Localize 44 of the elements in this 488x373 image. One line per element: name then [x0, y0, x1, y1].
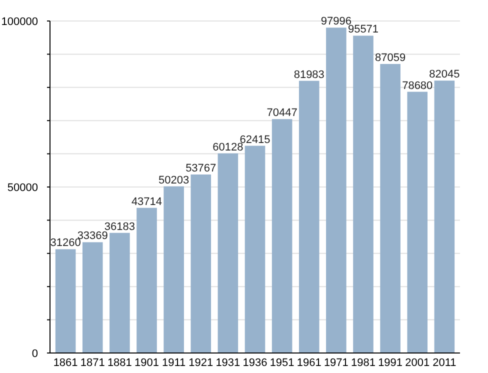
data-label: 53767	[186, 162, 216, 174]
x-tick-label: 1971	[324, 357, 348, 369]
x-tick-label: 1981	[351, 357, 376, 369]
data-label: 82045	[429, 68, 460, 81]
x-tick-label: 1881	[107, 357, 132, 369]
data-label: 50203	[158, 174, 190, 186]
bar	[244, 146, 266, 353]
x-tick-label: 1936	[242, 357, 268, 369]
x-tick-label: 1961	[296, 357, 322, 369]
bar	[164, 186, 184, 353]
x-tick-label: 1951	[270, 357, 294, 369]
x-tick-label: 2001	[405, 357, 430, 369]
bar	[218, 153, 238, 353]
data-label: 95571	[348, 24, 379, 36]
x-tick-label: 1921	[188, 357, 214, 369]
bar	[326, 28, 346, 353]
data-label: 78680	[402, 80, 433, 92]
bar	[272, 119, 292, 353]
x-tick-label: 1871	[80, 357, 105, 369]
bar	[298, 80, 320, 353]
y-tick-label: 0	[32, 348, 38, 360]
x-tick-label: 1991	[378, 357, 403, 369]
data-label: 81983	[294, 68, 324, 81]
x-tick-label: 2011	[432, 357, 456, 369]
bar	[407, 92, 428, 353]
data-label: 60128	[212, 141, 244, 154]
data-label: 43714	[131, 196, 162, 208]
bar	[434, 80, 455, 353]
bar	[110, 232, 130, 353]
bar	[136, 208, 157, 353]
bar	[82, 242, 103, 353]
bar	[190, 174, 212, 353]
x-tick-label: 1901	[134, 357, 159, 369]
data-label: 87059	[375, 52, 406, 64]
data-label: 70447	[266, 107, 298, 120]
x-tick-label: 1931	[216, 357, 240, 369]
x-tick-label: 1911	[162, 357, 186, 369]
bar	[353, 36, 374, 353]
y-tick-label: 100000	[1, 16, 38, 28]
bar	[380, 64, 400, 353]
y-tick-label: 50000	[7, 182, 38, 194]
x-tick-label: 1861	[53, 357, 78, 369]
bar	[55, 249, 76, 353]
data-label: 31260	[50, 237, 81, 250]
